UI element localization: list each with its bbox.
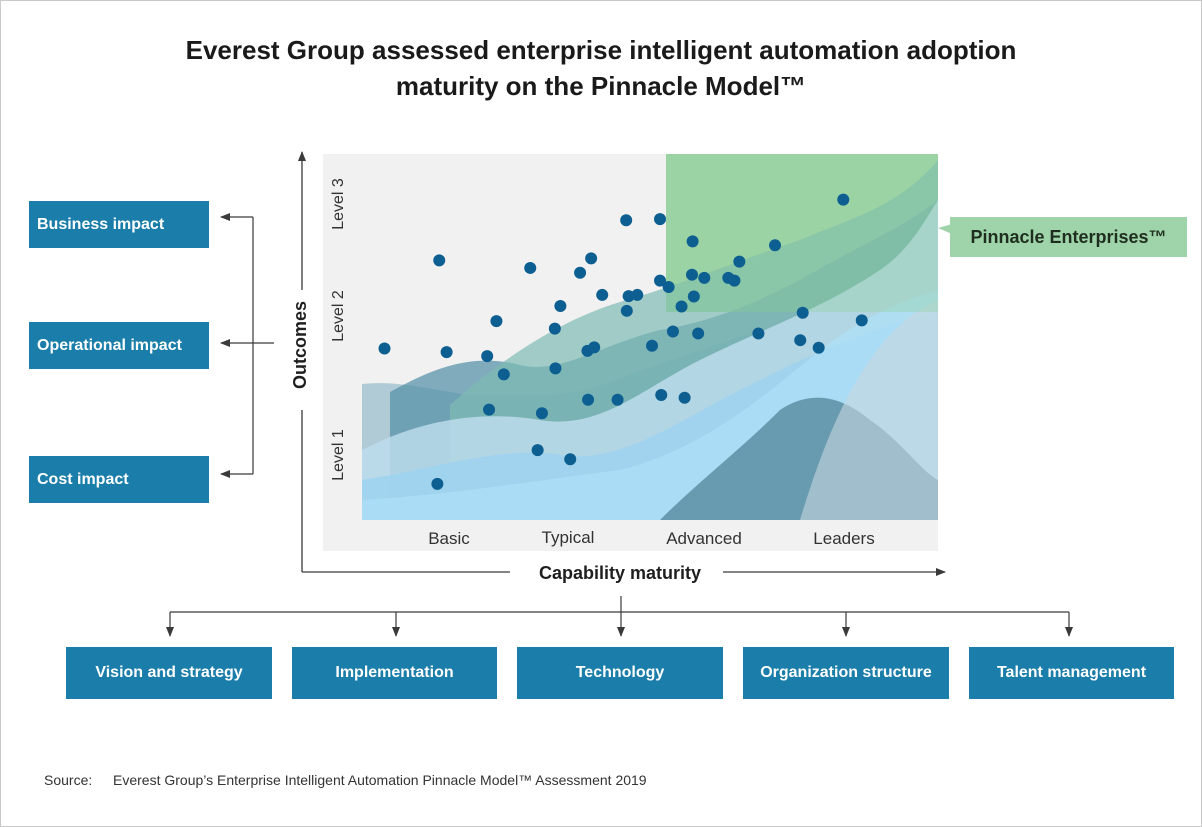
data-point <box>655 388 668 401</box>
y-axis-title: Outcomes <box>290 301 310 389</box>
data-point <box>662 280 675 293</box>
data-point <box>433 254 446 267</box>
level-label: Level 1 <box>330 429 347 481</box>
pinnacle-overlay <box>666 154 938 312</box>
data-point <box>654 274 667 287</box>
title-line-2: maturity on the Pinnacle Model™ <box>395 71 807 101</box>
data-point <box>678 391 691 404</box>
cost-impact-box: Cost impact <box>29 456 209 503</box>
x-category-label: Typical <box>542 528 595 547</box>
data-point <box>654 213 667 226</box>
data-point <box>431 477 444 490</box>
source-text: Everest Group’s Enterprise Intelligent A… <box>113 772 647 788</box>
dimension-technology: Technology <box>517 647 723 699</box>
data-point <box>855 314 868 327</box>
data-point <box>752 327 765 340</box>
data-point <box>666 325 679 338</box>
level-label: Level 2 <box>330 290 347 342</box>
impact-connectors <box>220 213 274 478</box>
data-point <box>531 444 544 457</box>
data-point <box>585 252 598 265</box>
maturity-waves <box>362 160 938 520</box>
source-note: Source: Everest Group’s Enterprise Intell… <box>44 772 647 788</box>
dimension-organization-structure: Organization structure <box>743 647 949 699</box>
data-point <box>687 290 700 303</box>
x-category-label: Basic <box>428 529 470 548</box>
source-label: Source: <box>44 772 93 788</box>
data-point <box>692 327 705 340</box>
data-point <box>620 214 633 227</box>
dimension-connectors <box>166 596 1073 637</box>
data-point <box>812 341 825 354</box>
data-point <box>631 288 644 301</box>
data-point <box>837 193 850 206</box>
data-point <box>481 350 494 363</box>
data-point <box>686 235 699 248</box>
y-axis-label-bg <box>290 290 314 410</box>
data-point <box>769 239 782 252</box>
data-point <box>698 271 711 284</box>
data-point <box>535 407 548 420</box>
level-label: Level 3 <box>330 178 347 230</box>
business-impact-box: Business impact <box>29 201 209 248</box>
data-point <box>620 304 633 317</box>
data-point <box>582 393 595 406</box>
data-point <box>497 368 510 381</box>
data-point <box>728 274 741 287</box>
x-axis-title: Capability maturity <box>539 563 701 583</box>
operational-impact-box: Operational impact <box>29 322 209 369</box>
title-line-1: Everest Group assessed enterprise intell… <box>185 35 1017 65</box>
data-point <box>554 300 567 313</box>
data-point <box>675 300 688 313</box>
dimension-vision-strategy: Vision and strategy <box>66 647 272 699</box>
data-point <box>588 341 601 354</box>
data-point <box>733 255 746 268</box>
data-point <box>378 342 391 355</box>
data-point <box>564 453 577 466</box>
data-point <box>490 315 503 328</box>
data-point <box>483 403 496 416</box>
data-point <box>794 334 807 347</box>
data-point <box>548 322 561 335</box>
data-point <box>686 268 698 281</box>
data-point <box>574 266 587 279</box>
data-point <box>596 288 609 301</box>
pinnacle-enterprises-label: Pinnacle Enterprises™ <box>950 217 1187 257</box>
data-point <box>796 306 809 319</box>
data-point <box>440 346 453 359</box>
data-point <box>646 339 659 352</box>
pinnacle-pointer <box>938 224 952 234</box>
dimension-implementation: Implementation <box>292 647 497 699</box>
dimension-talent-management: Talent management <box>969 647 1174 699</box>
figure-title: Everest Group assessed enterprise intell… <box>0 32 1202 104</box>
scatter-points <box>378 193 868 490</box>
x-category-label: Leaders <box>813 529 874 548</box>
data-point <box>524 261 537 274</box>
data-point <box>611 393 624 406</box>
x-category-label: Advanced <box>666 529 742 548</box>
data-point <box>549 362 562 375</box>
